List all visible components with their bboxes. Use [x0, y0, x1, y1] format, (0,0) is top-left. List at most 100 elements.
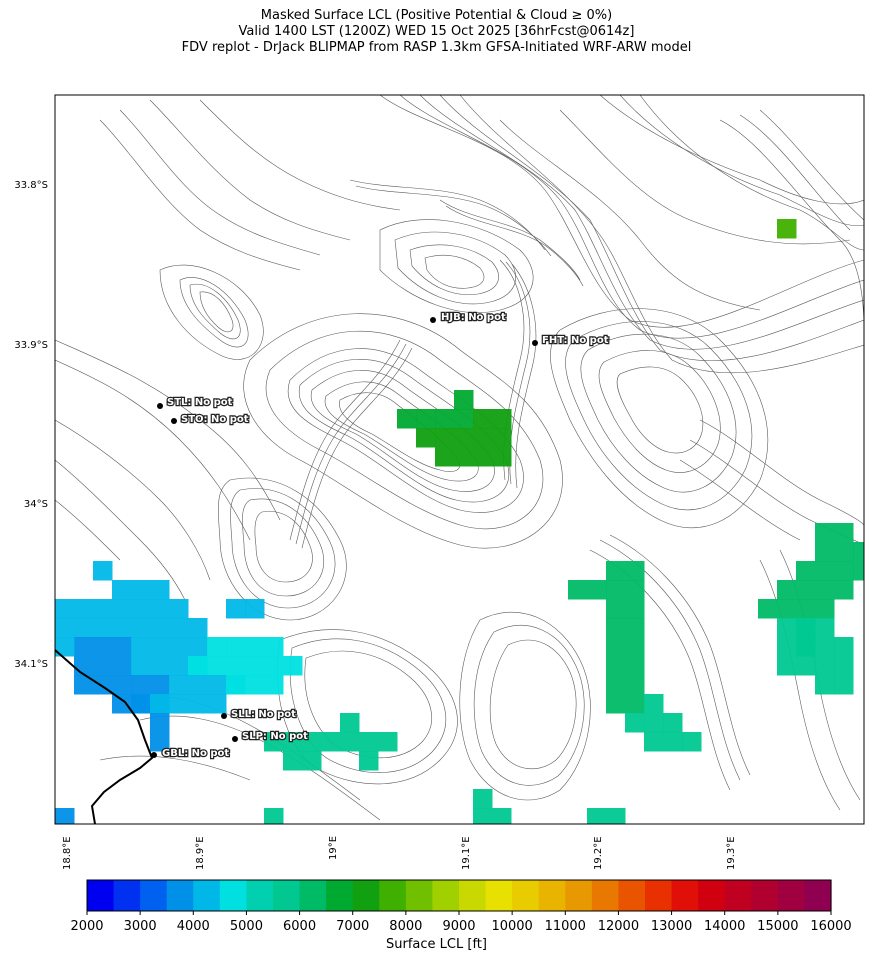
- station-label: HJB: No pot: [441, 312, 506, 323]
- station-label: FHT: No pot: [542, 335, 609, 346]
- colorbar-tick-label: 6000: [283, 919, 316, 934]
- colorbar-segment: [777, 880, 806, 911]
- colorbar-segment: [273, 880, 301, 911]
- lat-label: 33.8°S: [14, 180, 48, 191]
- lcl-cell: [340, 713, 360, 733]
- lon-label: 19.1°E: [461, 836, 472, 870]
- colorbar-segment: [804, 880, 832, 911]
- lcl-cell: [283, 732, 398, 752]
- lcl-cell: [226, 599, 246, 619]
- lcl-cell: [758, 599, 835, 619]
- lcl-cell: [663, 713, 683, 733]
- station-hjb[interactable]: HJB: No pot: [430, 311, 507, 324]
- colorbar-segment: [618, 880, 646, 911]
- colorbar-tick-label: 9000: [442, 919, 475, 934]
- colorbar-tick-label: 16000: [810, 919, 851, 934]
- station-label: STO: No pot: [181, 414, 249, 425]
- title-line-3: FDV replot - DrJack BLIPMAP from RASP 1.…: [181, 40, 692, 55]
- lcl-cell: [777, 219, 797, 239]
- lcl-cell: [473, 789, 493, 809]
- lcl-cell: [834, 637, 854, 695]
- lcl-cell: [55, 618, 208, 638]
- lcl-cell: [435, 428, 512, 467]
- station-stl[interactable]: STL: No pot: [157, 396, 234, 409]
- lcl-cell: [682, 732, 702, 752]
- colorbar-segment: [724, 880, 752, 911]
- lcl-cell: [606, 561, 645, 581]
- colorbar-tick-label: 7000: [336, 919, 369, 934]
- lcl-cell: [93, 561, 113, 581]
- station-label: SLL: No pot: [231, 709, 296, 720]
- colorbar-segment: [166, 880, 194, 911]
- colorbar-tick-label: 3000: [124, 919, 157, 934]
- terrain-contours: [55, 95, 864, 821]
- lon-labels: 18.8°E 18.9°E 19°E 19.1°E 19.2°E 19.3°E: [62, 836, 737, 870]
- lon-label: 19.2°E: [593, 836, 604, 870]
- lon-label: 19.3°E: [726, 836, 737, 870]
- lcl-cell: [207, 637, 227, 657]
- lcl-cell: [264, 808, 284, 824]
- station-fht[interactable]: FHT: No pot: [532, 334, 610, 347]
- colorbar-tick-label: 4000: [177, 919, 210, 934]
- lcl-cell: [226, 637, 284, 657]
- colorbar-segment: [219, 880, 248, 911]
- lcl-cell: [74, 637, 132, 676]
- lcl-cell: [226, 675, 284, 695]
- colorbar-tick-label: 13000: [651, 919, 692, 934]
- lcl-cell: [55, 808, 75, 824]
- colorbar-segment: [432, 880, 460, 911]
- colorbar-segment: [193, 880, 221, 911]
- lcl-cell: [853, 542, 864, 581]
- lcl-cell: [264, 732, 284, 752]
- colorbar-segment: [671, 880, 699, 911]
- lcl-cell: [74, 675, 132, 695]
- lcl-cell: [815, 523, 854, 562]
- lcl-cell: [644, 732, 683, 752]
- lcl-cell: [473, 808, 512, 824]
- colorbar-tick-label: 10000: [491, 919, 532, 934]
- colorbar-tick-label: 11000: [545, 919, 586, 934]
- lcl-cell: [283, 751, 303, 771]
- colorbar-segment: [591, 880, 620, 911]
- station-sto[interactable]: STO: No pot: [171, 413, 250, 426]
- colorbar-tick-label: 15000: [757, 919, 798, 934]
- lcl-cell: [112, 580, 170, 600]
- station-slp[interactable]: SLP: No pot: [232, 730, 309, 743]
- stations: HJB: No pot FHT: No pot STL: No pot STO:…: [151, 311, 610, 760]
- lcl-cell: [815, 618, 835, 695]
- lcl-cell: [416, 428, 436, 448]
- lcl-cell: [625, 713, 645, 733]
- station-label: SLP: No pot: [242, 731, 308, 742]
- lcl-cell: [644, 694, 664, 733]
- map-frame: [54, 94, 865, 825]
- lon-label: 18.9°E: [195, 836, 206, 870]
- lcl-cell: [150, 713, 170, 752]
- station-sll[interactable]: SLL: No pot: [221, 708, 297, 721]
- lcl-cell: [397, 409, 417, 429]
- title-line-1: Masked Surface LCL (Positive Potential &…: [260, 8, 613, 23]
- colorbar-segment: [113, 880, 141, 911]
- colorbar-segment: [538, 880, 566, 911]
- colorbar-segment: [352, 880, 380, 911]
- lon-label: 19°E: [328, 836, 339, 860]
- lcl-cell: [777, 618, 816, 676]
- lcl-cell: [150, 694, 227, 714]
- colorbar-tick-label: 5000: [230, 919, 263, 934]
- colorbar-segment: [326, 880, 354, 911]
- colorbar-segment: [565, 880, 593, 911]
- colorbar: [87, 880, 832, 911]
- colorbar-segment: [246, 880, 274, 911]
- colorbar-segment: [512, 880, 540, 911]
- lcl-cell: [777, 580, 854, 600]
- lcl-cell: [245, 599, 265, 619]
- lat-label: 34.1°S: [14, 659, 48, 670]
- station-gbl[interactable]: GBL: No pot: [151, 747, 231, 760]
- lcl-cell: [207, 656, 303, 676]
- lat-label: 34°S: [24, 499, 48, 510]
- colorbar-ticks: 2000 3000 4000 5000 6000 7000 8000 9000 10000 110…: [70, 911, 852, 934]
- colorbar-segment: [645, 880, 673, 911]
- colorbar-tick-label: 8000: [389, 919, 422, 934]
- lcl-cell: [473, 409, 512, 429]
- colorbar-label: Surface LCL [ft]: [386, 937, 487, 952]
